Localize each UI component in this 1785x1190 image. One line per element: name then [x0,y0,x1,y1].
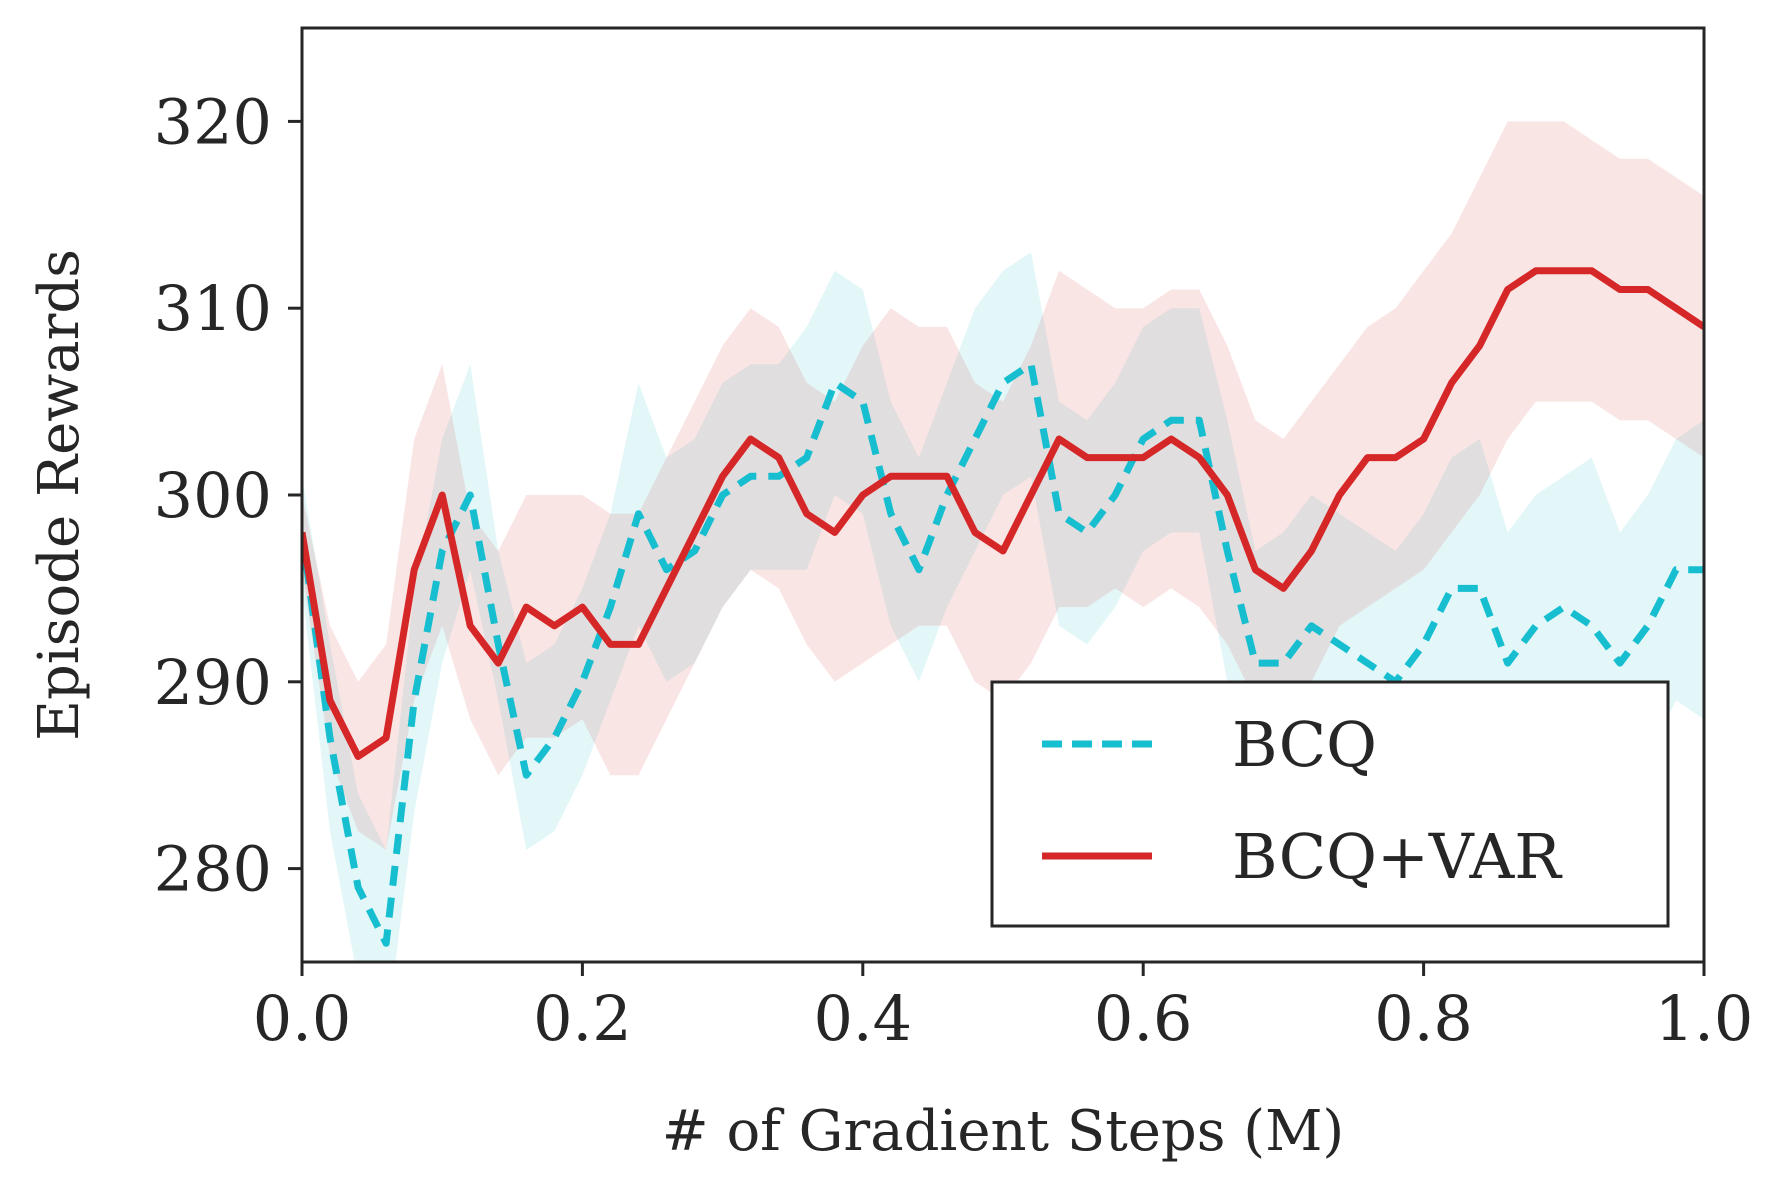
x-tick-label: 1.0 [1655,982,1754,1055]
legend: BCQ BCQ+VAR [990,680,1670,928]
legend-label-bcq: BCQ [1232,708,1377,781]
x-tick-label: 0.6 [1094,982,1193,1055]
y-tick-label: 320 [154,85,272,158]
y-tick-label: 290 [154,646,272,719]
y-tick-label: 300 [154,459,272,532]
x-axis-label: # of Gradient Steps (M) [662,1099,1345,1164]
x-tick-label: 0.4 [813,982,912,1055]
x-tick-label: 0.0 [253,982,352,1055]
x-tick-label: 0.8 [1374,982,1473,1055]
y-axis-label: Episode Rewards [27,249,92,741]
series-line-bcq-var [302,267,1704,760]
legend-box [990,680,1670,928]
y-tick-label: 280 [154,833,272,906]
legend-label-bcq-var: BCQ+VAR [1232,820,1563,893]
x-tick-label: 0.2 [533,982,632,1055]
series-line-bcq [302,360,1704,947]
y-tick-label: 310 [154,272,272,345]
band-bcq-var [302,121,1704,850]
